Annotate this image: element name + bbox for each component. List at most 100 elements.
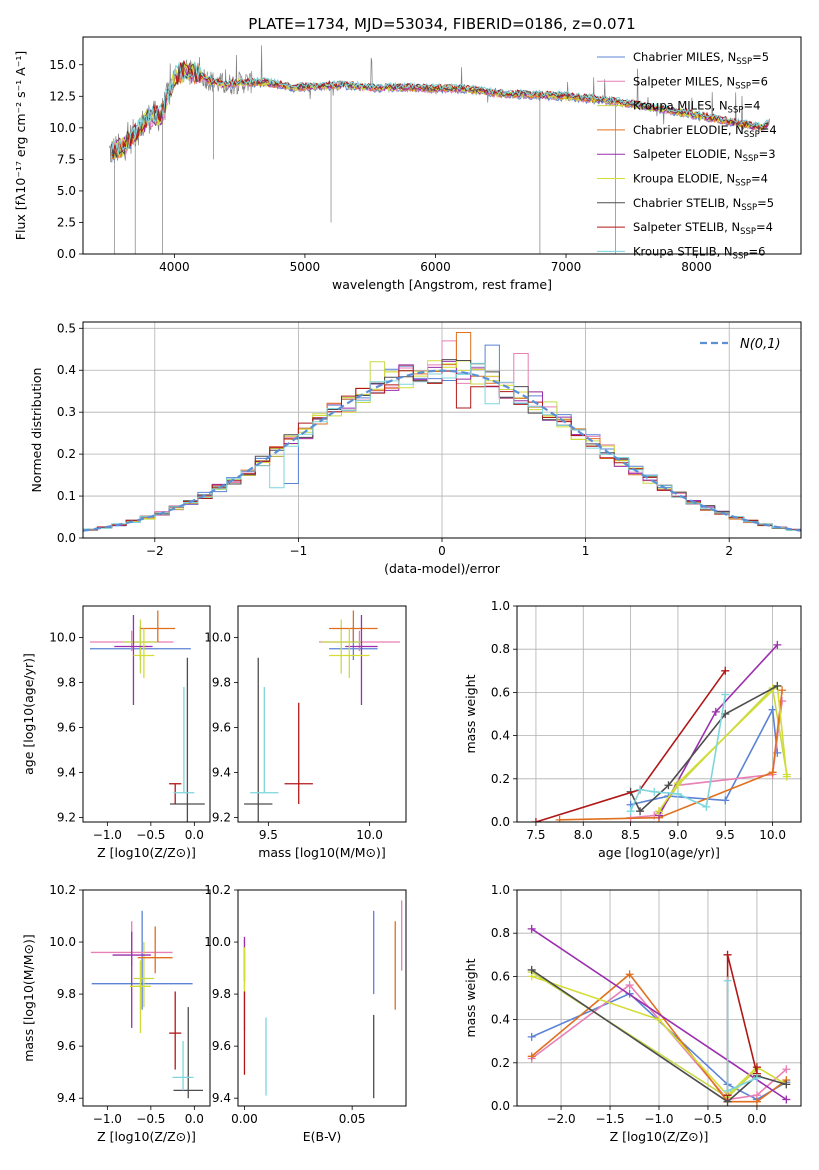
weight-series-line [658,684,788,812]
axes-frame [237,889,407,1107]
y-tick-label: 1.0 [491,599,510,613]
weight-point-marker [723,976,732,985]
axes-frame [516,605,802,823]
weight-point-marker [782,1080,791,1089]
x-tick-label: 8.0 [574,828,593,842]
weight-point-marker [721,690,730,699]
x-tick-label: 0.00 [231,1112,258,1126]
weight-point-marker [527,1052,536,1061]
legend-subscript: SSP [736,57,752,67]
y-tick-label: 0.8 [491,642,510,656]
x-tick-label: 1 [582,544,590,558]
y-tick-label: 9.6 [212,1039,231,1053]
x-tick-label: 0.0 [185,828,204,842]
spectrum-lines [108,45,771,254]
x-tick-label: −1.0 [93,828,122,842]
panel-age-vs-mass: 9.5 10.0 9.2 9.4 9.6 9.8 10.0 mass [log10(M/M⊙)… [204,605,407,860]
y-tick-label: 7.5 [57,152,76,166]
weight-series-line [658,644,778,816]
legend-label: Salpeter STELIB, N [633,220,740,234]
y-tick-label: 15.0 [49,58,76,72]
weight-lines [531,640,791,822]
legend-value: =4 [751,172,768,186]
errorbar-point [137,926,173,974]
legend-entry: N(0,1) [740,337,781,352]
x-axis-label: mass [log10(M/M⊙)] [258,845,386,860]
x-axis-label: E(B-V) [303,1129,342,1144]
errorbar-point [318,630,400,651]
figure-title: PLATE=1734, MJD=53034, FIBERID=0186, z=0… [248,15,635,33]
y-tick-label: 10.2 [204,883,231,897]
normal-reference-curve [83,369,801,532]
y-tick-label: 0.4 [491,729,510,743]
errorbar-point [133,942,155,1008]
y-axis-label: mass [log10(M/M⊙)] [21,934,36,1062]
x-tick-label: 7000 [551,260,582,274]
legend-subscript: SSP [728,106,744,116]
y-tick-label: 0.2 [57,447,76,461]
x-tick-label: 4000 [159,260,190,274]
legend-subscript: SSP [743,154,759,164]
x-tick-label: −0.5 [136,1112,165,1126]
y-tick-label: 0.3 [57,405,76,419]
histogram-steps [83,332,801,533]
histogram-series [83,344,801,533]
legend-value: =4 [756,220,773,234]
y-tick-label: 0.4 [491,1013,510,1027]
x-tick-label: −1.5 [595,1112,624,1126]
errorbar-point [244,657,273,822]
errorbars [244,610,400,822]
weight-point-marker [655,807,663,816]
errorbar-point [173,1007,204,1099]
x-tick-label: 5000 [290,260,321,274]
legend-value: =3 [759,147,776,161]
y-axis-label: mass weight [463,958,478,1037]
x-axis-label: (data-model)/error [384,561,501,576]
y-tick-label: 9.8 [57,676,76,690]
weight-point-marker [721,796,730,805]
y-axis-label: Flux [fλ10⁻¹⁷ erg cm⁻² s⁻¹ A⁻¹] [13,51,28,240]
weight-point-marker [773,640,782,649]
y-tick-label: 2.5 [57,215,76,229]
axes-frame [82,889,211,1107]
x-tick-label: 10.0 [356,828,383,842]
weight-point-marker [531,818,540,822]
errorbar-point [250,687,279,794]
axes-frame [237,605,407,823]
panel-weight-vs-Z: −2.0 −1.5 −1.0 −0.5 0.0 0.0 0.2 0.4 0.6 0.8 1.0 Z [… [463,883,802,1144]
y-tick-label: 0.4 [57,363,76,377]
y-tick-label: 0.0 [57,531,76,545]
plot-area-spectrum [108,45,771,254]
residuals-legend: N(0,1) [700,337,781,352]
x-axis-label: Z [log10(Z/Z⊙)] [97,845,196,860]
y-tick-label: 10.0 [49,935,76,949]
weight-point-marker [782,772,791,781]
weight-series-line [531,928,787,1101]
legend-label: Kroupa STELIB, N [633,244,733,258]
plot-area-mass-vs-EBV [243,900,403,1099]
weight-point-marker [723,1086,732,1095]
y-tick-label: 0.0 [491,815,510,829]
errorbar-point [284,702,313,804]
y-tick-label: 10.2 [49,883,76,897]
panel-residuals: −2 −1 0 1 2 0.0 0.1 0.2 0.3 0.4 0.5 (data-model)/er… [29,321,802,576]
x-tick-label: 9.5 [716,828,735,842]
weight-point-marker [650,787,659,796]
weight-point-marker [636,807,645,816]
legend-value: =5 [752,50,769,64]
weight-point-marker [625,970,634,979]
legend-label: Salpeter ELODIE, N [633,147,743,161]
y-tick-label: 9.8 [212,676,231,690]
legend-value: =4 [743,99,760,113]
x-tick-label: 9.5 [259,828,278,842]
weight-point-marker [752,1097,761,1106]
errorbar-point [89,630,174,651]
y-tick-label: 10.0 [49,631,76,645]
weight-point-marker [664,781,673,790]
x-tick-label: 8000 [681,260,712,274]
chart-panels: 4000 5000 6000 7000 80000.02.55.07.510.012.5… [13,36,802,1144]
y-tick-label: 10.0 [204,935,231,949]
weight-point-marker [782,1095,791,1104]
legend-label: Kroupa MILES, N [633,99,728,113]
y-tick-label: 0.1 [57,489,76,503]
